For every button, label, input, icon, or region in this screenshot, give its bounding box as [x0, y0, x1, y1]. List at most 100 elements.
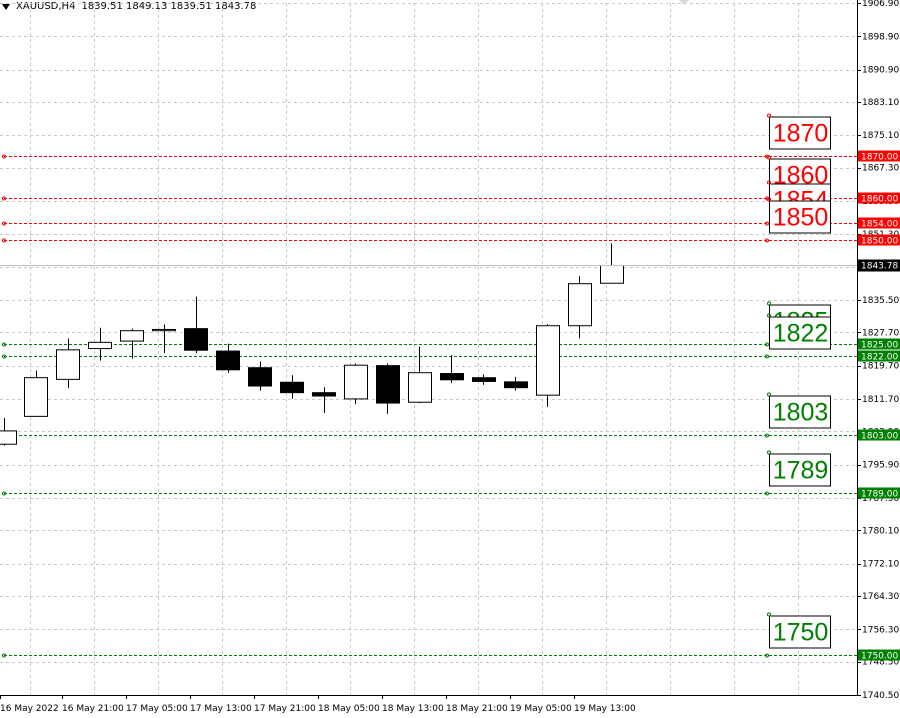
level-label-box[interactable] — [769, 395, 831, 429]
label-anchor — [767, 113, 771, 118]
candle[interactable] — [248, 361, 272, 391]
y-tick-label: 1867.30 — [862, 164, 899, 174]
candle[interactable] — [24, 370, 48, 417]
label-anchor — [767, 612, 771, 617]
candle[interactable] — [408, 346, 432, 404]
level-anchor — [2, 653, 6, 658]
symbol-menu-triangle-icon[interactable] — [2, 3, 10, 10]
level-axis-label: 1750.00 — [861, 652, 898, 662]
candle[interactable] — [536, 324, 560, 407]
level-label-box[interactable] — [769, 116, 831, 150]
level-anchor — [765, 342, 769, 347]
candle-body-bull — [56, 349, 80, 380]
x-tick-label: 17 May 21:00 — [254, 704, 316, 714]
level-axis-badge — [858, 350, 900, 362]
candle-body-bull — [88, 341, 112, 350]
label-anchor — [767, 313, 771, 318]
candle[interactable] — [600, 243, 624, 284]
label-anchor — [767, 155, 771, 160]
level-label-1789: 1789 — [773, 457, 829, 485]
candle[interactable] — [120, 328, 144, 359]
level-anchor — [2, 196, 6, 201]
y-tick-label: 1883.10 — [862, 98, 899, 108]
symbol-label[interactable]: XAUUSD,H4 — [16, 1, 76, 12]
label-anchor — [767, 450, 771, 455]
candle-body-bull — [152, 328, 176, 332]
ohlc-readout: 1839.51 1849.13 1839.51 1843.78 — [81, 1, 257, 12]
level-axis-label: 1803.00 — [861, 432, 898, 442]
level-axis-badge — [858, 429, 900, 441]
y-tick-label: 1764.30 — [862, 592, 899, 602]
candle[interactable] — [0, 418, 17, 446]
candle[interactable] — [280, 375, 304, 399]
level-label-box[interactable] — [769, 200, 831, 234]
level-anchor — [2, 154, 6, 159]
level-anchor — [765, 238, 769, 243]
level-label-box[interactable] — [769, 615, 831, 649]
y-tick-label: 1787.90 — [862, 494, 899, 504]
candle[interactable] — [504, 376, 528, 391]
candle-body-bull — [600, 264, 624, 284]
level-anchor — [2, 238, 6, 243]
label-anchor — [767, 180, 771, 185]
x-tick-label: 17 May 05:00 — [126, 704, 188, 714]
level-axis-label: 1825.00 — [861, 341, 898, 351]
level-axis-badge — [858, 338, 900, 350]
candle-body-bear — [280, 381, 304, 394]
candle-body-bear — [216, 350, 240, 371]
level-axis-label: 1860.00 — [861, 195, 898, 205]
candle[interactable] — [376, 363, 400, 414]
level-label-1822: 1822 — [773, 320, 829, 348]
x-tick-label: 18 May 13:00 — [382, 704, 444, 714]
level-axis-badge — [858, 150, 900, 162]
candle-body-bear — [312, 392, 336, 397]
label-anchor — [767, 197, 771, 202]
chart-header: XAUUSD,H4 1839.51 1849.13 1839.51 1843.7… — [2, 1, 256, 12]
candle-body-bear — [504, 381, 528, 389]
level-axis-label: 1789.00 — [861, 490, 898, 500]
y-tick-label: 1819.70 — [862, 362, 899, 372]
candle[interactable] — [344, 363, 368, 405]
x-tick-label: 17 May 13:00 — [190, 704, 252, 714]
level-anchor — [765, 354, 769, 359]
candle[interactable] — [568, 276, 592, 339]
candle-body-bear — [440, 373, 464, 381]
current-price-label: 1843.78 — [861, 262, 898, 272]
level-anchor — [2, 221, 6, 226]
candle-body-bull — [344, 364, 368, 400]
candle[interactable] — [152, 324, 176, 354]
candle[interactable] — [216, 343, 240, 373]
level-label-box[interactable] — [769, 453, 831, 487]
candle[interactable] — [472, 374, 496, 385]
y-tick-label: 1835.50 — [862, 296, 899, 306]
x-tick-label: 16 May 21:00 — [62, 704, 124, 714]
scroll-marker-icon[interactable] — [679, 0, 689, 5]
level-anchor — [765, 491, 769, 496]
y-tick-label: 1898.90 — [862, 32, 899, 42]
level-axis-label: 1850.00 — [861, 237, 898, 247]
y-tick-label: 1795.90 — [862, 461, 899, 471]
level-anchor — [2, 491, 6, 496]
y-tick-label: 1827.70 — [862, 328, 899, 338]
candle-body-bear — [376, 365, 400, 404]
x-tick-label: 18 May 21:00 — [446, 704, 508, 714]
y-tick-label: 1890.90 — [862, 66, 899, 76]
level-label-1870: 1870 — [773, 120, 829, 148]
level-anchor — [2, 354, 6, 359]
candle[interactable] — [184, 296, 208, 354]
candle[interactable] — [312, 387, 336, 414]
y-tick-label: 1811.70 — [862, 395, 899, 405]
level-axis-label: 1870.00 — [861, 153, 898, 163]
candle-body-bull — [536, 325, 560, 396]
x-tick-label: 16 May 2022 — [0, 704, 59, 714]
candle[interactable] — [56, 338, 80, 389]
candle[interactable] — [440, 355, 464, 384]
level-anchor — [765, 433, 769, 438]
y-tick-label: 1906.90 — [862, 0, 899, 9]
candle-body-bear — [472, 377, 496, 382]
level-label-box[interactable] — [769, 316, 831, 350]
candle[interactable] — [88, 327, 112, 361]
level-anchor — [2, 342, 6, 347]
candle-body-bear — [248, 367, 272, 387]
